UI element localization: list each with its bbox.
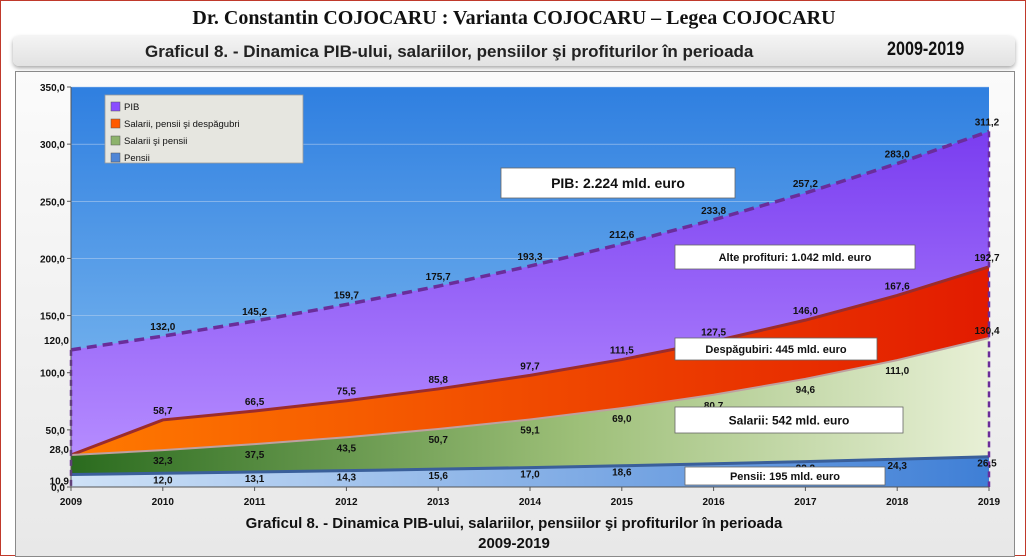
data-label-despagubiri: 75,5 [337,387,357,398]
data-label-pensii: 24,3 [887,461,907,472]
legend-swatch-desp [110,118,121,129]
annotation-box [674,337,878,361]
data-label-pib: 159,7 [334,290,359,301]
footer-title-line1: Graficul 8. - Dinamica PIB-ului, salarii… [245,515,783,532]
data-label-salarii: 80,7 [704,401,724,412]
y-tick-label: 100,0 [40,369,65,380]
annotation-pen: Pensii: 195 mld. euro [730,471,840,483]
data-label-despagubiri: 28,0 [50,445,70,456]
y-tick-label: 200,0 [40,254,65,265]
chart-title: Graficul 8. - Dinamica PIB-ului, salarii… [145,42,754,61]
data-label-despagubiri: 146,0 [793,306,818,317]
data-label-pib: 311,2 [975,117,1000,128]
data-label-salarii: 50,7 [428,435,448,446]
data-label-salarii: 43,5 [337,443,357,454]
data-label-despagubiri: 97,7 [520,361,540,372]
data-label-salarii: 69,0 [612,414,632,425]
series-area-despagubiri [71,266,989,455]
annotation-box [684,466,886,486]
x-tick-label: 2011 [244,497,266,508]
data-label-pensii: 10,9 [50,477,70,488]
data-label-pensii: 26,5 [977,459,997,470]
data-label-salarii: 111,0 [885,366,909,377]
x-tick-label: 2010 [152,497,175,508]
data-label-pib: 193,3 [517,252,542,263]
series-line-salarii [70,336,990,456]
series-line-pensii [70,455,990,477]
data-label-pib: 283,0 [885,150,910,161]
footer-title-line2: 2009-2019 [478,535,550,552]
chart-title-bar: Graficul 8. - Dinamica PIB-ului, salarii… [13,36,1015,66]
legend-label-pib: PIB [124,102,139,113]
data-label-despagubiri: 66,5 [245,397,265,408]
x-tick-label: 2017 [794,497,817,508]
chart-title-years: 2009-2019 [887,39,965,60]
data-label-pensii: 14,3 [337,473,357,484]
data-label-pib: 257,2 [793,179,818,190]
y-tick-label: 350,0 [40,83,65,94]
data-label-despagubiri: 111,5 [610,346,634,357]
legend-label-pen: Pensii [124,153,150,164]
x-tick-label: 2015 [611,497,634,508]
data-label-pib: 175,7 [426,272,451,283]
data-label-pensii: 15,6 [428,471,448,482]
annotation-pib_total: PIB: 2.224 mld. euro [551,175,685,191]
data-label-salarii: 32,3 [153,456,173,467]
x-tick-label: 2009 [60,497,83,508]
data-label-pib: 145,2 [242,307,267,318]
legend-label-sal: Salarii şi pensii [124,136,187,147]
y-tick-label: 150,0 [40,312,65,323]
series-area-salarii [71,337,989,475]
data-label-salarii: 59,1 [520,425,540,436]
x-tick-label: 2018 [886,497,909,508]
data-label-pensii: 13,1 [245,474,265,485]
data-label-pib: 120,0 [44,336,69,347]
data-label-salarii: 130,4 [974,326,999,337]
data-label-pensii: 12,0 [153,475,173,486]
x-tick-label: 2012 [335,497,358,508]
data-label-pib: 132,0 [150,322,175,333]
y-tick-label: 250,0 [40,197,65,208]
y-tick-label: 300,0 [40,140,65,151]
author-line: Dr. Constantin COJOCARU : Varianta COJOC… [192,7,836,29]
legend-label-desp: Salarii, pensii şi despăgubri [124,119,240,130]
annotation-box [500,167,736,199]
x-tick-label: 2014 [519,497,542,508]
data-label-despagubiri: 85,8 [428,375,448,386]
series-line-pib [70,129,990,352]
x-tick-label: 2013 [427,497,450,508]
annotation-desp: Despăgubiri: 445 mld. euro [705,344,846,356]
data-label-pib: 233,8 [701,206,726,217]
data-label-despagubiri: 167,6 [885,281,910,292]
annotation-box [674,244,916,270]
series-area-pib [71,131,989,456]
data-label-despagubiri: 58,7 [153,406,173,417]
legend-swatch-sal [110,135,121,146]
data-label-salarii: 37,5 [245,450,265,461]
data-label-pensii: 17,0 [520,470,540,481]
annotation-sal: Salarii: 542 mld. euro [729,413,850,427]
legend-box [104,94,304,164]
series-line-despagubiri [70,265,990,457]
x-tick-label: 2016 [702,497,725,508]
annotation-alte: Alte profituri: 1.042 mld. euro [719,252,872,264]
data-label-pib: 212,6 [609,230,634,241]
x-tick-label: 2019 [978,497,1001,508]
annotation-box [674,406,904,434]
data-label-pensii: 18,6 [612,468,632,479]
y-tick-label: 0,0 [51,483,65,494]
y-tick-label: 50,0 [46,426,66,437]
legend-swatch-pib [110,101,121,112]
data-label-despagubiri: 192,7 [974,253,999,264]
data-label-despagubiri: 127,5 [701,327,726,338]
data-label-salarii: 94,6 [796,385,816,396]
legend-swatch-pen [110,152,121,163]
